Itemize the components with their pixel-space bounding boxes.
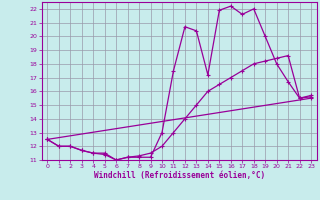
X-axis label: Windchill (Refroidissement éolien,°C): Windchill (Refroidissement éolien,°C) [94,171,265,180]
